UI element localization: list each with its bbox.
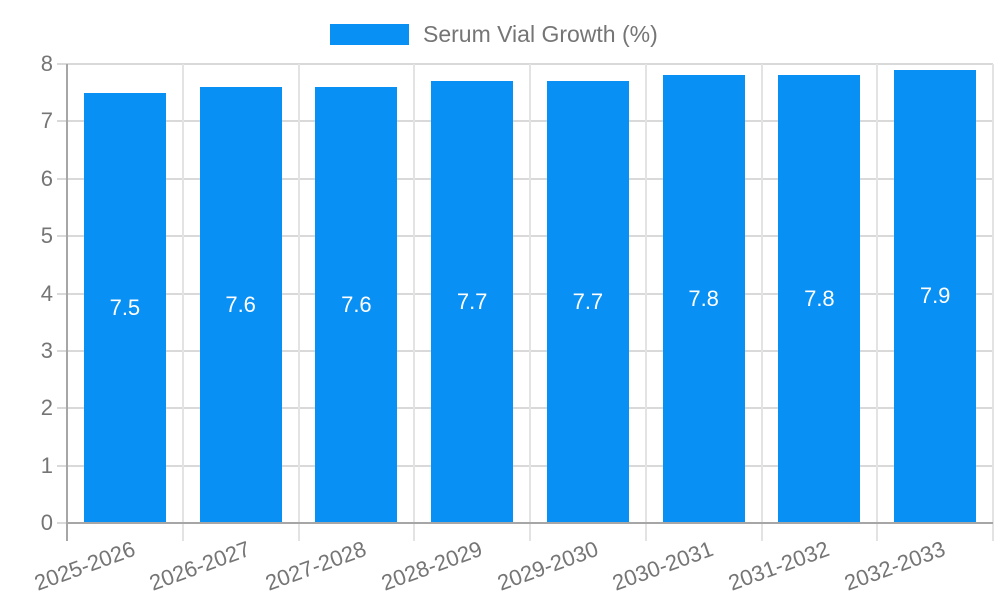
y-tick-mark — [57, 522, 67, 524]
y-axis-tick-label: 2 — [40, 395, 53, 421]
bar-value-label: 7.7 — [572, 289, 604, 315]
x-axis-tick-label: 2026-2027 — [146, 536, 254, 596]
y-axis-tick-label: 3 — [40, 337, 53, 363]
y-tick-mark — [57, 349, 67, 352]
bar[interactable] — [662, 75, 745, 523]
x-axis-tick-label: 2032-2033 — [840, 536, 949, 596]
y-axis-tick-label: 8 — [40, 51, 53, 76]
x-band-separator — [760, 64, 763, 541]
legend-label: Serum Vial Growth (%) — [423, 21, 658, 47]
y-axis-line — [66, 64, 68, 541]
x-band-separator — [297, 64, 300, 541]
x-band-separator — [644, 64, 647, 541]
y-tick-mark — [57, 63, 67, 65]
bar-value-label: 7.8 — [688, 286, 719, 312]
x-axis-tick-label: 2029-2030 — [493, 536, 602, 596]
x-axis-tick-label: 2027-2028 — [262, 536, 370, 596]
legend-swatch — [330, 23, 409, 45]
y-axis-tick-label: 5 — [40, 223, 53, 249]
bar-value-label: 7.7 — [456, 289, 488, 315]
y-axis-tick-label: 0 — [40, 510, 53, 535]
x-band-separator — [992, 64, 994, 541]
bar[interactable] — [894, 69, 977, 523]
x-axis-tick-label: 2031-2032 — [725, 536, 833, 596]
x-band-separator — [876, 64, 879, 541]
bar-value-label: 7.9 — [919, 283, 951, 309]
y-axis-tick-label: 1 — [40, 452, 53, 478]
x-axis-line — [67, 522, 993, 524]
y-axis-tick-label: 4 — [40, 280, 53, 306]
x-axis-tick-label: 2025-2026 — [30, 536, 139, 596]
bar[interactable] — [778, 75, 861, 523]
x-band-separator — [529, 64, 531, 541]
bar-value-label: 7.8 — [804, 286, 835, 312]
legend: Serum Vial Growth (%) — [330, 22, 658, 46]
y-tick-mark — [57, 120, 67, 123]
x-axis-tick-label: 2028-2029 — [377, 536, 486, 596]
x-axis-tick-label: 2030-2031 — [609, 536, 717, 596]
bar[interactable] — [431, 81, 514, 523]
bar[interactable] — [83, 92, 166, 523]
y-tick-mark — [57, 464, 67, 467]
bar[interactable] — [546, 81, 629, 523]
bar-value-label: 7.6 — [341, 291, 372, 317]
bar-value-label: 7.5 — [109, 294, 141, 320]
x-band-separator — [413, 64, 416, 541]
bar-value-label: 7.6 — [225, 291, 256, 317]
y-axis-tick-label: 7 — [40, 108, 53, 134]
bar[interactable] — [315, 86, 398, 523]
y-tick-mark — [57, 407, 67, 410]
y-tick-mark — [57, 235, 67, 238]
y-axis-tick-label: 6 — [40, 165, 53, 191]
y-tick-mark — [57, 177, 67, 180]
bar[interactable] — [199, 86, 282, 523]
x-band-separator — [181, 64, 184, 541]
y-tick-mark — [57, 292, 67, 295]
